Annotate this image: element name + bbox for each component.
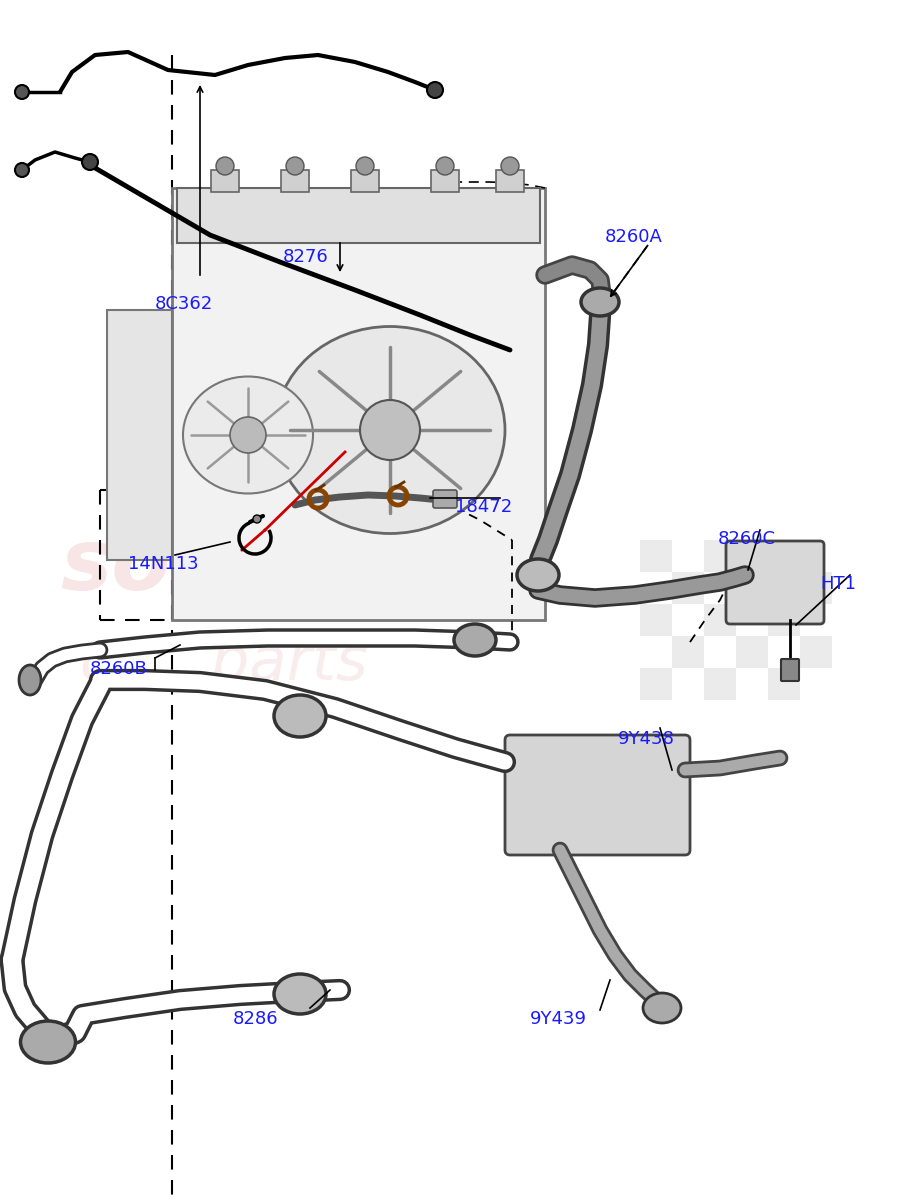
Bar	[211, 170, 239, 192]
Text: 9Y438: 9Y438	[618, 730, 675, 748]
Bar	[351, 170, 379, 192]
Bar	[736, 636, 768, 668]
Circle shape	[356, 157, 374, 175]
Ellipse shape	[275, 326, 505, 534]
Bar	[704, 540, 736, 572]
Ellipse shape	[19, 665, 41, 695]
Ellipse shape	[581, 288, 619, 316]
Bar	[496, 170, 524, 192]
Ellipse shape	[517, 559, 559, 590]
Ellipse shape	[183, 377, 313, 493]
Circle shape	[82, 154, 98, 170]
Circle shape	[436, 157, 454, 175]
Text: 8260A: 8260A	[605, 228, 663, 246]
Circle shape	[427, 82, 443, 98]
Ellipse shape	[274, 695, 326, 737]
FancyBboxPatch shape	[505, 734, 690, 854]
Bar	[107, 310, 172, 560]
Ellipse shape	[21, 1021, 76, 1063]
Circle shape	[253, 515, 261, 523]
Text: 18472: 18472	[455, 498, 512, 516]
Text: 8260B: 8260B	[90, 660, 148, 678]
Circle shape	[15, 85, 29, 98]
Bar	[800, 572, 832, 604]
Circle shape	[286, 157, 304, 175]
Bar	[281, 170, 309, 192]
Text: c     parts: c parts	[80, 634, 368, 692]
FancyBboxPatch shape	[781, 659, 799, 680]
Text: 8C362: 8C362	[155, 295, 213, 313]
Circle shape	[216, 157, 234, 175]
Circle shape	[360, 400, 420, 460]
Bar	[172, 188, 545, 620]
Circle shape	[501, 157, 519, 175]
Text: soldia: soldia	[60, 526, 349, 608]
Text: 9Y439: 9Y439	[530, 1010, 587, 1028]
Text: HT1: HT1	[820, 575, 856, 593]
Bar	[672, 572, 704, 604]
Bar	[640, 540, 672, 572]
Bar	[672, 636, 704, 668]
Text: 8276: 8276	[283, 248, 328, 266]
Bar	[768, 604, 800, 636]
Text: 8286: 8286	[233, 1010, 279, 1028]
FancyBboxPatch shape	[726, 541, 824, 624]
Ellipse shape	[643, 994, 681, 1022]
FancyBboxPatch shape	[433, 490, 457, 508]
Bar	[736, 572, 768, 604]
Circle shape	[15, 163, 29, 176]
Bar	[800, 636, 832, 668]
Bar	[431, 170, 459, 192]
Bar	[640, 604, 672, 636]
Bar	[704, 668, 736, 700]
Bar	[704, 604, 736, 636]
Bar	[768, 540, 800, 572]
Bar	[177, 188, 540, 242]
Bar	[768, 668, 800, 700]
Text: 8260C: 8260C	[718, 530, 776, 548]
Ellipse shape	[454, 624, 496, 656]
Circle shape	[230, 416, 266, 452]
Text: 14N113: 14N113	[128, 554, 198, 572]
Bar	[640, 668, 672, 700]
Ellipse shape	[274, 974, 326, 1014]
